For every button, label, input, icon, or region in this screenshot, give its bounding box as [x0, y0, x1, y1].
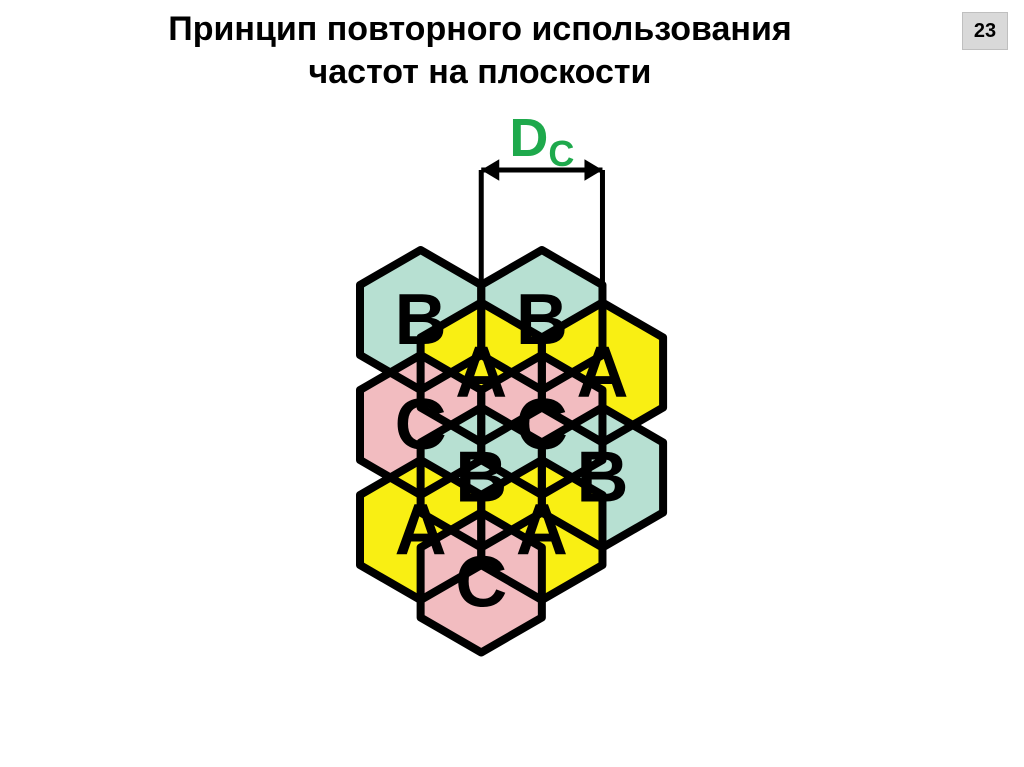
title-line-2: частот на плоскости	[309, 53, 652, 91]
hex-cell-label: C	[395, 385, 447, 465]
diagram-container: BBAACCBBAACDC	[0, 100, 1024, 767]
title-line-1: Принцип повторного использования	[168, 10, 791, 48]
page-number-value: 23	[974, 20, 996, 43]
hex-cell-label: B	[516, 280, 568, 360]
dc-arrowhead-right	[585, 159, 603, 181]
hex-cell-label: B	[456, 437, 508, 517]
hex-cell-label: A	[456, 333, 508, 413]
hex-cell-label: B	[395, 280, 447, 360]
hex-cell-label: B	[577, 437, 629, 517]
page-number-badge: 23	[962, 12, 1008, 50]
hex-cell-label: C	[456, 542, 508, 622]
hex-cell-label: C	[516, 385, 568, 465]
hex-diagram-svg: BBAACCBBAACDC	[320, 100, 703, 683]
hex-cell-label: A	[395, 490, 447, 570]
page-title: Принцип повторного использования частот …	[0, 8, 960, 93]
dc-label: DC	[510, 108, 575, 174]
hex-cell-label: A	[516, 490, 568, 570]
hex-cell-label: A	[577, 333, 629, 413]
dc-arrowhead-left	[482, 159, 500, 181]
